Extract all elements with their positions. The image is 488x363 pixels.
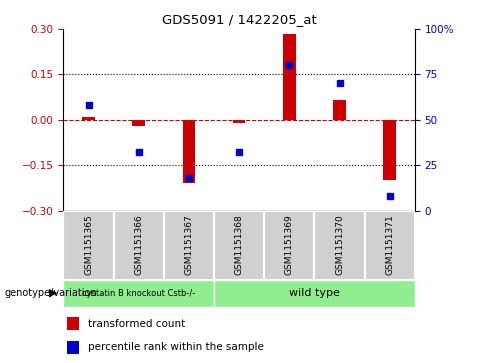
FancyBboxPatch shape bbox=[214, 211, 264, 280]
Text: transformed count: transformed count bbox=[88, 319, 185, 329]
Text: ▶: ▶ bbox=[49, 288, 58, 298]
Bar bbox=[132, 120, 145, 126]
FancyBboxPatch shape bbox=[164, 211, 214, 280]
Bar bbox=[384, 120, 396, 180]
Bar bbox=[233, 120, 245, 123]
FancyBboxPatch shape bbox=[114, 211, 164, 280]
Bar bbox=[67, 317, 79, 330]
Bar bbox=[283, 34, 296, 120]
Text: GSM1151365: GSM1151365 bbox=[84, 214, 93, 275]
Text: GSM1151369: GSM1151369 bbox=[285, 214, 294, 275]
Text: cystatin B knockout Cstb-/-: cystatin B knockout Cstb-/- bbox=[82, 289, 195, 298]
FancyBboxPatch shape bbox=[264, 211, 314, 280]
Text: percentile rank within the sample: percentile rank within the sample bbox=[88, 342, 264, 352]
FancyBboxPatch shape bbox=[214, 280, 415, 307]
Text: GSM1151368: GSM1151368 bbox=[235, 214, 244, 275]
FancyBboxPatch shape bbox=[365, 211, 415, 280]
Bar bbox=[82, 117, 95, 120]
Bar bbox=[333, 100, 346, 120]
Text: GSM1151367: GSM1151367 bbox=[184, 214, 193, 275]
Text: wild type: wild type bbox=[289, 288, 340, 298]
Bar bbox=[67, 340, 79, 354]
Title: GDS5091 / 1422205_at: GDS5091 / 1422205_at bbox=[162, 13, 317, 26]
Text: GSM1151366: GSM1151366 bbox=[134, 214, 143, 275]
FancyBboxPatch shape bbox=[63, 211, 114, 280]
FancyBboxPatch shape bbox=[63, 280, 214, 307]
FancyBboxPatch shape bbox=[314, 211, 365, 280]
Bar bbox=[183, 120, 195, 183]
Text: GSM1151371: GSM1151371 bbox=[385, 214, 394, 275]
Text: genotype/variation: genotype/variation bbox=[5, 288, 98, 298]
Text: GSM1151370: GSM1151370 bbox=[335, 214, 344, 275]
